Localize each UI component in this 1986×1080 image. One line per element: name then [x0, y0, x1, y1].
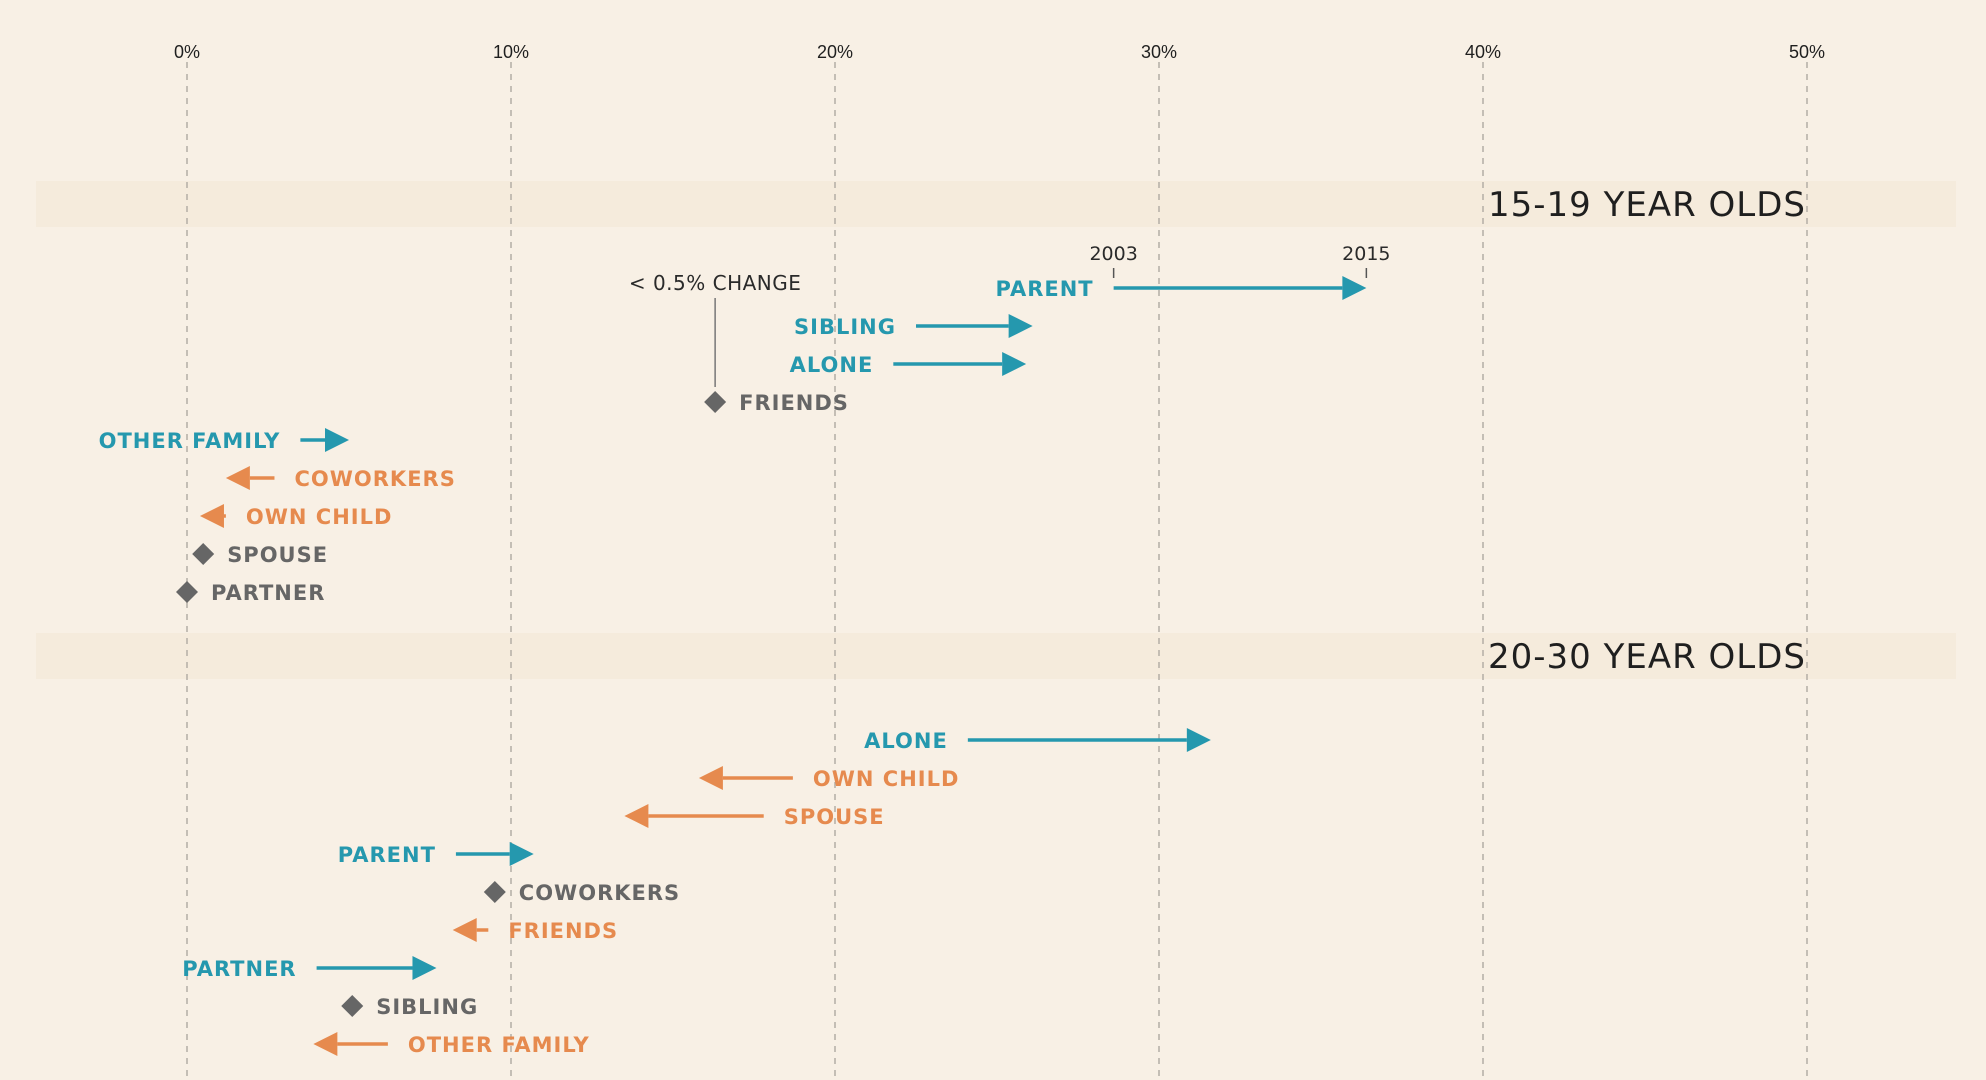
arrow-head — [225, 466, 250, 490]
arrow-head — [1002, 352, 1027, 376]
gridlines — [186, 62, 1808, 1080]
no-change-annotation: < 0.5% CHANGE — [629, 271, 802, 295]
row-label: OWN CHILD — [246, 505, 393, 529]
row-label: PARENT — [995, 277, 1093, 301]
arrow-head — [1186, 728, 1211, 752]
group-band — [36, 181, 1956, 227]
arrow-head — [698, 766, 723, 790]
no-change-marker — [192, 543, 215, 565]
row-label: SIBLING — [794, 315, 896, 339]
row-label: OTHER FAMILY — [408, 1033, 590, 1057]
group-title: 15-19 YEAR OLDS — [1488, 185, 1806, 225]
x-tick-label: 10% — [493, 42, 529, 62]
x-axis-ticks: 0% 10% 20% 30% 40% 50% — [174, 42, 1825, 62]
band-layer: 15-19 YEAR OLDS 20-30 YEAR OLDS — [36, 181, 1956, 679]
row-label: SPOUSE — [227, 543, 328, 567]
arrow-head — [313, 1032, 338, 1056]
no-change-marker — [483, 881, 506, 903]
group-band — [36, 633, 1956, 679]
row-label: ALONE — [864, 729, 948, 753]
arrow-head — [509, 842, 534, 866]
row-label: PARENT — [338, 843, 436, 867]
row-label: PARTNER — [182, 957, 296, 981]
row-label: SIBLING — [376, 995, 478, 1019]
row-label: ALONE — [790, 353, 874, 377]
arrow-head — [452, 918, 477, 942]
no-change-marker — [341, 995, 364, 1017]
row-label: FRIENDS — [739, 391, 849, 415]
x-tick-label: 30% — [1141, 42, 1177, 62]
row-label: FRIENDS — [508, 919, 618, 943]
x-tick-label: 20% — [817, 42, 853, 62]
start-year-label: 2003 — [1089, 243, 1137, 265]
row-label: OTHER FAMILY — [99, 429, 281, 453]
arrow-head — [1342, 276, 1367, 300]
row-label: SPOUSE — [784, 805, 885, 829]
end-year-label: 2015 — [1342, 243, 1390, 265]
arrow-head — [325, 428, 349, 452]
row-label: OWN CHILD — [813, 767, 960, 791]
row-label: PARTNER — [211, 581, 325, 605]
x-tick-label: 40% — [1465, 42, 1501, 62]
x-tick-label: 0% — [174, 42, 200, 62]
no-change-marker — [704, 391, 727, 413]
arrow-head — [624, 804, 649, 828]
arrow-head — [1008, 314, 1033, 338]
row-label: COWORKERS — [519, 881, 680, 905]
arrow-head — [412, 956, 437, 980]
x-tick-label: 50% — [1789, 42, 1825, 62]
arrow-head — [199, 504, 224, 528]
no-change-marker — [176, 581, 198, 603]
row-label: COWORKERS — [294, 467, 455, 491]
group-title: 20-30 YEAR OLDS — [1488, 637, 1806, 677]
marks: PARENT SIBLING ALONE FRIENDS OTHER FAMILY COW… — [99, 243, 1391, 1057]
